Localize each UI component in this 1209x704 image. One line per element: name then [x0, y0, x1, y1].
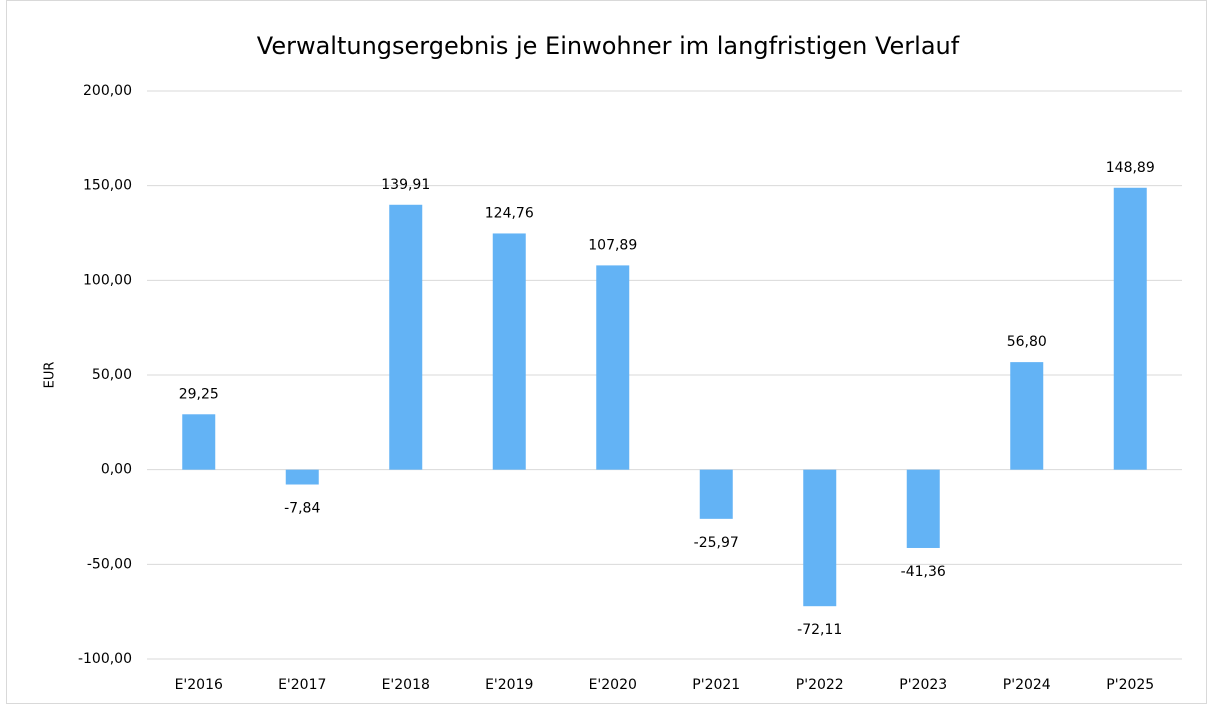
x-tick-label: E'2019	[485, 677, 533, 693]
x-tick-label: E'2018	[382, 677, 430, 693]
data-label: 107,89	[588, 237, 637, 253]
x-tick-label: E'2016	[175, 677, 223, 693]
x-tick-label: E'2020	[589, 677, 637, 693]
x-tick-label: P'2025	[1106, 677, 1154, 693]
data-label: 139,91	[381, 177, 430, 193]
chart-title: Verwaltungsergebnis je Einwohner im lang…	[257, 32, 960, 60]
data-label: -41,36	[901, 564, 946, 580]
x-tick-label: P'2023	[899, 677, 947, 693]
bar	[389, 204, 423, 470]
x-tick-label: P'2022	[796, 677, 844, 693]
data-label: -72,11	[797, 622, 842, 638]
y-axis-label: EUR	[43, 362, 58, 389]
x-tick-label: E'2017	[278, 677, 326, 693]
bar	[596, 265, 630, 470]
y-tick-label: 100,00	[83, 272, 132, 288]
data-label: 56,80	[1007, 334, 1047, 350]
bar	[285, 469, 319, 485]
data-label: 148,89	[1106, 160, 1155, 176]
y-tick-label: 150,00	[83, 178, 132, 194]
bar	[492, 233, 526, 470]
y-tick-label: -50,00	[87, 556, 132, 572]
data-label: -25,97	[694, 535, 739, 551]
bar	[803, 469, 837, 607]
bar	[182, 414, 216, 470]
bar	[699, 469, 733, 519]
data-label: 124,76	[485, 205, 534, 221]
bar	[1113, 187, 1147, 470]
bar	[1010, 362, 1044, 470]
data-label: -7,84	[284, 501, 320, 517]
data-label: 29,25	[179, 386, 219, 402]
y-tick-label: 200,00	[83, 83, 132, 99]
x-tick-label: P'2024	[1003, 677, 1051, 693]
x-tick-label: P'2021	[692, 677, 740, 693]
bar	[906, 469, 940, 548]
y-tick-label: -100,00	[78, 651, 132, 667]
y-tick-label: 50,00	[92, 367, 132, 383]
y-tick-label: 0,00	[101, 462, 132, 478]
